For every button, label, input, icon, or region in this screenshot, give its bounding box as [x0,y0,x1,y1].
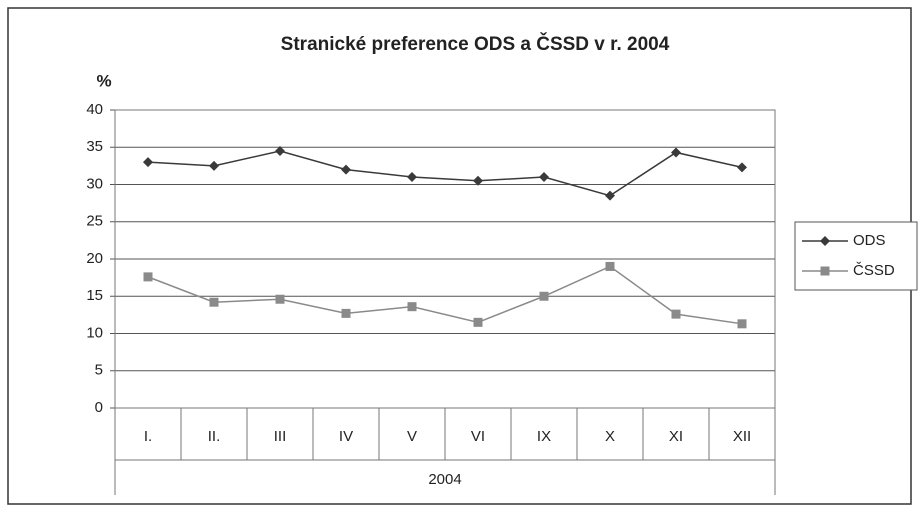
data-point [143,272,153,282]
legend-label: ČSSD [853,262,895,279]
legend-marker [820,266,830,276]
x-group-label: 2004 [428,471,461,488]
data-point [605,190,615,201]
chart-border [7,7,912,505]
x-tick-label: V [407,428,417,445]
chart-title: Stranické preference ODS a ČSSD v r. 200… [281,33,670,55]
y-tick-label: 10 [86,324,103,341]
y-tick-label: 25 [86,213,103,230]
x-tick-label: X [605,428,615,445]
y-tick-label: 20 [86,250,103,267]
x-tick-label: XII [733,428,751,445]
x-tick-label: II. [208,428,221,445]
data-point [209,297,219,307]
y-tick-label: 40 [86,101,103,118]
data-point [605,261,615,271]
y-tick-label: 0 [95,399,103,416]
y-axis-label: % [96,71,111,90]
data-point [473,175,483,186]
x-tick-label: III [274,428,287,445]
legend-marker [820,236,830,246]
data-point [737,319,747,329]
data-point [671,147,681,158]
y-tick-label: 5 [95,362,103,379]
data-point [407,172,417,183]
series-line [147,265,743,325]
legend-box [794,221,918,291]
x-tick-label: XI [669,428,683,445]
x-tick-label: IX [537,428,551,445]
x-tick-label: VI [471,428,485,445]
data-point [539,172,549,183]
legend-label: ODS [853,232,886,249]
data-point [341,308,351,318]
data-point [341,164,351,175]
data-point [143,157,153,168]
data-point [407,302,417,312]
series-line [147,150,743,197]
y-tick-label: 15 [86,287,103,304]
data-point [275,145,285,156]
data-point [671,309,681,319]
y-tick-label: 35 [86,138,103,155]
data-point [275,294,285,304]
data-point [539,291,549,301]
data-point [737,162,747,173]
x-tick-label: I. [144,428,152,445]
data-point [473,317,483,327]
data-point [209,160,219,171]
x-tick-label: IV [339,428,353,445]
y-tick-label: 30 [86,175,103,192]
